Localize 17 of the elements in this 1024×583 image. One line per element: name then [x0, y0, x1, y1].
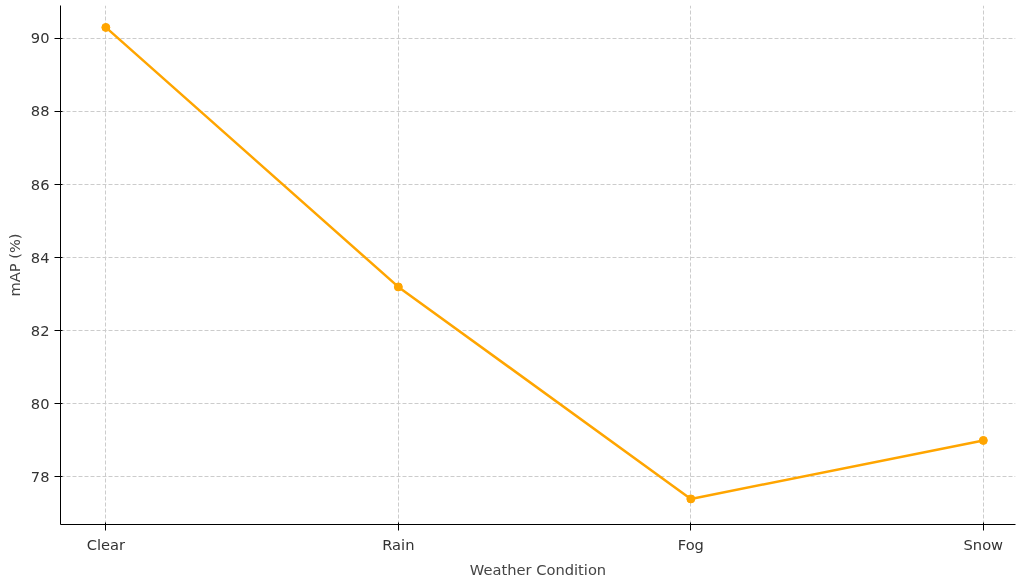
y-tick-label: 86: [30, 175, 50, 193]
x-tick-label: Rain: [382, 535, 415, 553]
x-tick-label: Fog: [677, 535, 704, 553]
point: [978, 435, 988, 445]
point: [101, 22, 111, 32]
point: [393, 282, 403, 292]
y-axis-title: mAP (%): [5, 233, 23, 297]
y-tick-label: 90: [30, 29, 50, 47]
x-tick-label: Snow: [963, 535, 1004, 553]
y-tick-label: 84: [30, 248, 50, 266]
point: [686, 494, 696, 504]
y-tick-label: 80: [30, 394, 50, 412]
y-tick-label: 82: [30, 321, 50, 339]
x-axis-title: Weather Condition: [469, 560, 607, 578]
y-tick-label: 88: [30, 102, 50, 120]
x-tick-label: Clear: [86, 535, 126, 553]
y-tick-label: 78: [30, 467, 50, 485]
